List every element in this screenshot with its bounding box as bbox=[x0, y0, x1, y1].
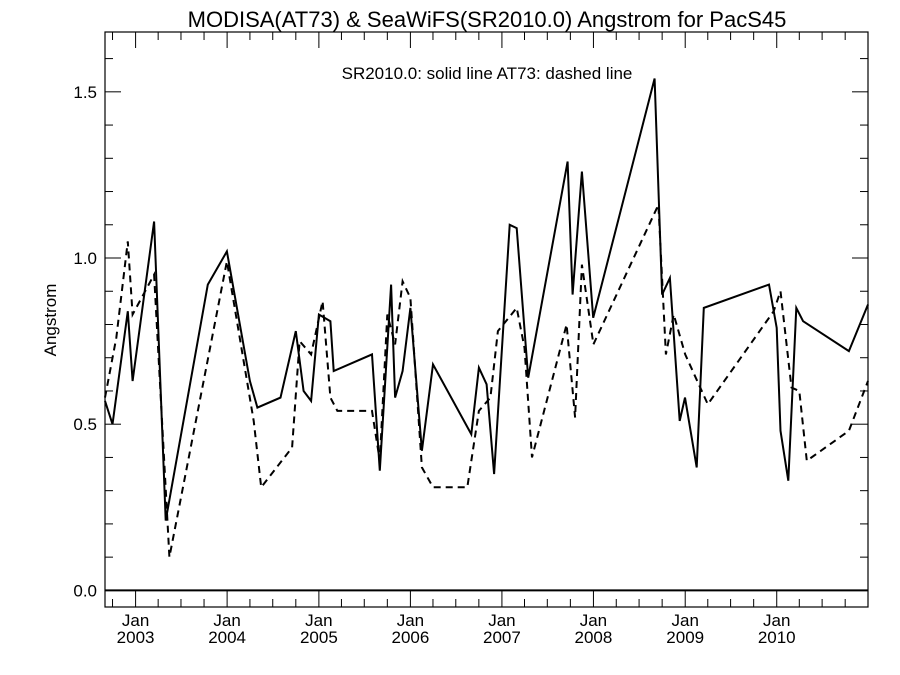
x-tick-label-month: Jan bbox=[763, 611, 790, 630]
y-axis-label: Angstrom bbox=[41, 284, 60, 357]
x-tick-label-year: 2006 bbox=[391, 628, 429, 647]
y-tick-label: 0.0 bbox=[73, 581, 97, 600]
y-tick-label: 1.0 bbox=[73, 249, 97, 268]
series-layer bbox=[104, 78, 869, 558]
chart-annotation: SR2010.0: solid line AT73: dashed line bbox=[342, 64, 633, 83]
x-tick-label-month: Jan bbox=[122, 611, 149, 630]
series-line-sr2010-0 bbox=[104, 78, 869, 521]
x-tick-label-month: Jan bbox=[488, 611, 515, 630]
x-tick-label-month: Jan bbox=[397, 611, 424, 630]
y-tick-label: 1.5 bbox=[73, 83, 97, 102]
y-tick-label: 0.5 bbox=[73, 415, 97, 434]
x-tick-label-year: 2005 bbox=[300, 628, 338, 647]
x-tick-label-month: Jan bbox=[305, 611, 332, 630]
plot-frame bbox=[104, 31, 869, 608]
x-tick-label-year: 2009 bbox=[666, 628, 704, 647]
x-tick-label-year: 2003 bbox=[117, 628, 155, 647]
series-line-at73 bbox=[104, 204, 869, 558]
x-tick-label-year: 2010 bbox=[758, 628, 796, 647]
x-tick-label-month: Jan bbox=[213, 611, 240, 630]
x-tick-label-year: 2007 bbox=[483, 628, 521, 647]
x-tick-label-month: Jan bbox=[580, 611, 607, 630]
plot-axes: 0.00.51.01.5Jan2003Jan2004Jan2005Jan2006… bbox=[73, 32, 868, 647]
x-tick-label-year: 2004 bbox=[208, 628, 246, 647]
x-tick-label-month: Jan bbox=[672, 611, 699, 630]
x-tick-label-year: 2008 bbox=[575, 628, 613, 647]
chart-title: MODISA(AT73) & SeaWiFS(SR2010.0) Angstro… bbox=[188, 7, 787, 32]
